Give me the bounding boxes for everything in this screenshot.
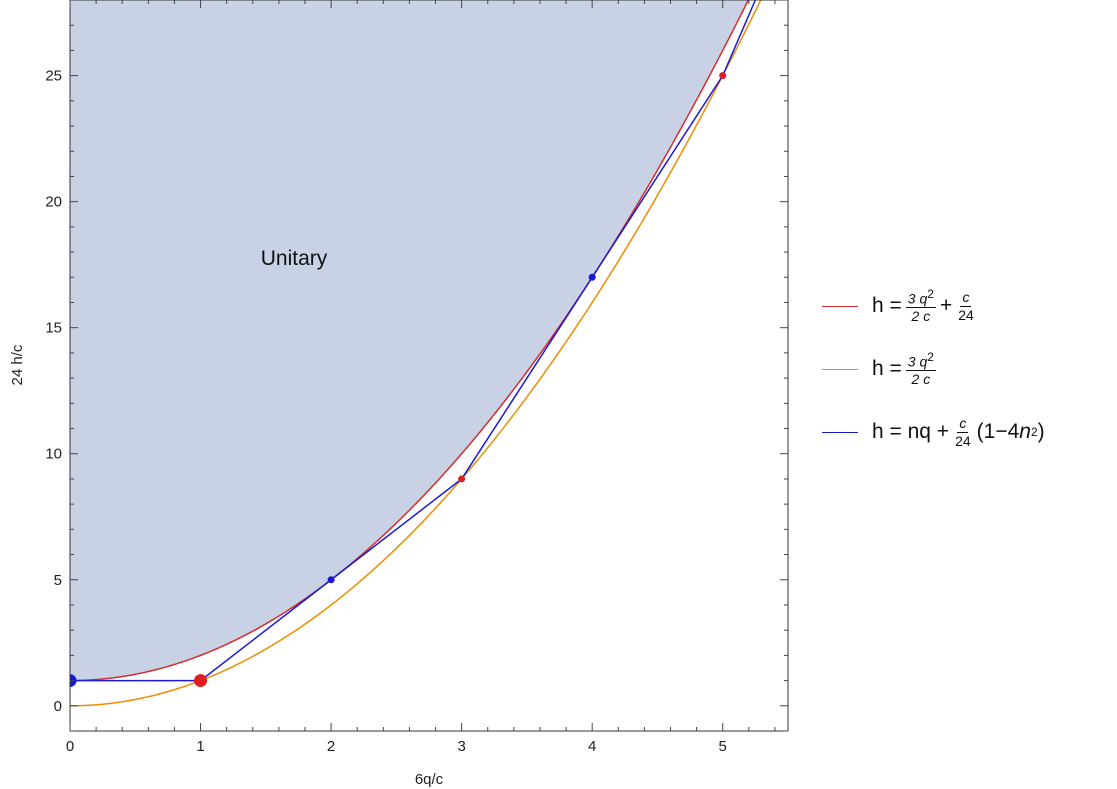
legend-red-frac1-sup: 2 <box>927 286 934 301</box>
legend-orange-lhs: h = <box>872 357 902 380</box>
x-tick-label-5: 5 <box>719 738 727 755</box>
x-tick-labels: 0 1 2 3 4 5 <box>66 738 727 755</box>
legend-red-fraction-2: c 24 <box>956 290 976 322</box>
legend-blue-tail-sup: 2 <box>1030 425 1038 439</box>
plot-frame <box>69 0 789 732</box>
legend-entry-red: h = 3 q2 2 c + c 24 <box>822 286 1112 326</box>
legend-red-frac2-num: c <box>960 288 972 307</box>
legend-red-frac1-num: 3 q <box>907 290 928 307</box>
legend-swatch-red <box>822 305 858 307</box>
legend-red-plus: + <box>939 294 953 317</box>
legend-label-blue: h = nq + c 24 (1−4 n 2) <box>872 416 1045 448</box>
legend-orange-frac-den: 2 c <box>911 371 931 388</box>
y-tick-label-0: 0 <box>54 698 62 715</box>
marker-point-5 <box>719 72 727 80</box>
marker-point-1 <box>194 674 208 688</box>
series-orange-curve <box>70 0 762 707</box>
unitary-region <box>70 0 749 681</box>
legend-red-frac1-den: 2 c <box>911 308 931 325</box>
legend-red-lhs: h = <box>872 294 902 317</box>
axis-ticks <box>69 0 788 732</box>
legend-orange-frac-sup: 2 <box>927 349 934 364</box>
y-tick-label-4: 20 <box>45 194 62 211</box>
y-axis-label: 24 h/c <box>9 344 26 385</box>
legend-orange-frac-num: 3 q <box>907 353 928 370</box>
legend-orange-fraction: 3 q2 2 c <box>905 349 936 388</box>
x-tick-label-1: 1 <box>196 738 204 755</box>
x-tick-label-2: 2 <box>327 738 335 755</box>
legend-label-red: h = 3 q2 2 c + c 24 <box>872 288 980 324</box>
legend: h = 3 q2 2 c + c 24 h = 3 q2 2 c h = nq … <box>822 286 1112 475</box>
unitary-annotation: Unitary <box>261 247 328 270</box>
legend-entry-orange: h = 3 q2 2 c <box>822 349 1112 389</box>
y-tick-labels: 0 5 10 15 20 25 <box>45 68 62 715</box>
chart: 0 1 2 3 4 5 0 5 10 15 20 25 6q/c 24 h/c Unitary <box>9 0 789 788</box>
x-tick-label-4: 4 <box>588 738 596 755</box>
legend-red-frac2-den: 24 <box>958 306 974 323</box>
y-tick-label-2: 10 <box>45 446 62 463</box>
x-axis-label: 6q/c <box>415 771 444 788</box>
legend-blue-tail-open: (1−4 <box>976 420 1020 443</box>
marker-point-3 <box>458 475 466 483</box>
x-tick-label-0: 0 <box>66 738 74 755</box>
legend-swatch-blue <box>822 431 858 433</box>
legend-red-fraction-1: 3 q2 2 c <box>905 286 936 325</box>
y-tick-label-5: 25 <box>45 68 62 85</box>
legend-blue-tail-n: n <box>1019 420 1031 443</box>
legend-blue-tail-close: ) <box>1037 420 1045 443</box>
series-red-curve <box>70 0 750 682</box>
legend-blue-fraction: c 24 <box>953 416 973 448</box>
legend-label-orange: h = 3 q2 2 c <box>872 351 940 387</box>
y-tick-label-3: 15 <box>45 320 62 337</box>
legend-blue-lhs: h = nq + <box>872 420 950 443</box>
marker-point-4 <box>588 273 596 281</box>
x-tick-label-3: 3 <box>457 738 465 755</box>
legend-blue-frac-den: 24 <box>955 432 971 449</box>
marker-point-2 <box>327 576 335 584</box>
legend-blue-frac-num: c <box>957 414 969 433</box>
y-tick-label-1: 5 <box>54 572 62 589</box>
legend-entry-blue: h = nq + c 24 (1−4 n 2) <box>822 412 1112 452</box>
legend-swatch-orange <box>822 368 858 370</box>
